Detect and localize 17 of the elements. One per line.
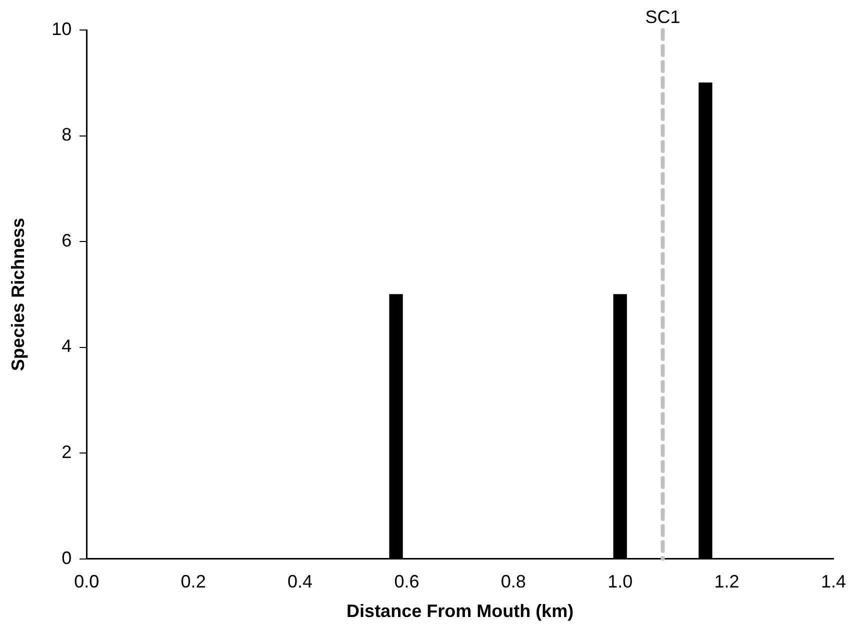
y-tick-label: 0 (62, 548, 72, 568)
y-tick-label: 8 (62, 124, 72, 145)
x-tick-label: 1.2 (714, 572, 740, 592)
y-tick-label: 10 (52, 18, 72, 39)
x-tick-label: 0.6 (394, 572, 420, 592)
x-axis-title: Distance From Mouth (km) (346, 601, 574, 622)
x-tick-label: 0.8 (500, 572, 526, 592)
y-tick-label: 2 (62, 442, 72, 462)
y-tick-label: 6 (62, 230, 72, 250)
x-tick-label: 0.4 (287, 572, 313, 592)
x-tick-label: 0.0 (74, 572, 100, 592)
ref-line-label: SC1 (645, 6, 680, 27)
x-tick-label: 0.2 (180, 572, 206, 592)
y-axis-title: Species Richness (8, 218, 28, 371)
y-tick-label: 4 (62, 336, 72, 356)
x-tick-label: 1.4 (820, 572, 846, 592)
x-tick-label: 1.0 (608, 572, 633, 592)
